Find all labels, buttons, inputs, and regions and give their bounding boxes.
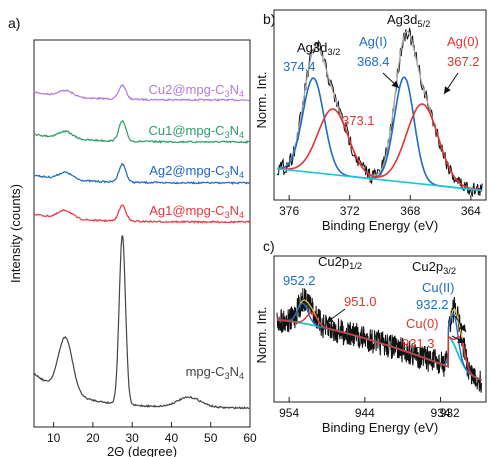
panel-b-arrow-ag0-head (444, 86, 451, 94)
panel-b-header-1: Ag3d3/2 (297, 40, 340, 57)
panel-c-xlabel: Binding Energy (eV) (322, 420, 438, 435)
panel-c-xtick-label: 934 (431, 406, 451, 420)
panel-a-series-label-4: mpg-C3N4 (186, 364, 244, 381)
panel-b-baseline (276, 167, 483, 192)
panel-b-xlabel: Binding Energy (eV) (322, 218, 438, 233)
panel-a-xtick-label: 20 (86, 431, 100, 445)
panel-label-c: c) (263, 238, 275, 254)
panel-c-header-1: Cu2p1/2 (318, 254, 362, 271)
panel-a-xtick-label: 40 (165, 431, 179, 445)
panel-c-annot-951-0: 951.0 (344, 294, 377, 309)
panel-b-annot-368-4: 368.4 (357, 54, 390, 69)
panel-b-xtick-label: 376 (279, 204, 299, 218)
panel-c-annot-cu0: Cu(0) (406, 316, 439, 331)
panel-c-annot-932-2: 932.2 (416, 297, 449, 312)
panel-c-arrow-cuII-head (459, 324, 466, 332)
panel-c-xtick-label: 944 (355, 406, 375, 420)
panel-b-annot-367-2: 367.2 (447, 54, 480, 69)
panel-c-ylabel: Norm. Int. (254, 306, 269, 363)
panel-label-b: b) (263, 11, 275, 27)
panel-b-ylabel: Norm. Int. (254, 71, 269, 128)
panel-a-series-3 (33, 204, 250, 224)
panel-b-xtick-label: 368 (400, 204, 420, 218)
panel-c-arrow-cu0-head (457, 336, 465, 343)
panel-a-ylabel: Intensity (counts) (8, 184, 23, 283)
panel-c-xtick-label-932: 932 (440, 406, 460, 420)
panel-b-frame (273, 9, 487, 201)
panel-b-component-ag0 (277, 103, 483, 192)
panel-a-series-1 (33, 119, 250, 145)
panel-c-header-2: Cu2p3/2 (412, 259, 456, 276)
panel-b-xtick-label: 364 (461, 204, 481, 218)
panel-b-annot-ag0: Ag(0) (447, 34, 479, 49)
panel-a-series-0 (33, 83, 250, 102)
panel-c-annot-952-2: 952.2 (283, 273, 316, 288)
panel-a-xtick-label: 30 (126, 431, 140, 445)
panel-label-a: a) (8, 15, 20, 31)
panel-c-component-cu0 (277, 312, 482, 381)
panel-b-arrow-agI-head (391, 80, 399, 88)
panel-a-series-label-3: Ag1@mpg-C3N4 (149, 203, 244, 220)
panel-c-arrow-951-head (326, 316, 334, 323)
panel-c-xtick-label: 954 (279, 406, 299, 420)
panel-a-xtick-label: 10 (47, 431, 61, 445)
panel-b-header-2: Ag3d5/2 (387, 12, 430, 29)
panel-a-series-label-0: Cu2@mpg-C3N4 (149, 82, 244, 99)
panel-c-annot-cuII: Cu(II) (422, 280, 455, 295)
panel-a-xtick-label: 60 (243, 431, 257, 445)
panel-a-frame (33, 39, 251, 428)
panel-c-annot-931-3: 931.3 (402, 336, 435, 351)
panel-a-series-label-2: Ag2@mpg-C3N4 (149, 163, 244, 180)
panel-b-annot-373-1: 373.1 (342, 113, 375, 128)
panel-b-xtick-label: 372 (340, 204, 360, 218)
panel-b-annot-agI: Ag(I) (359, 34, 387, 49)
panel-c-frame (273, 255, 487, 403)
panel-a-xlabel: 2Θ (degree) (107, 444, 177, 457)
panel-a-series-4 (33, 235, 250, 410)
panel-b-annot-374-4: 374.4 (283, 59, 316, 74)
panel-a-series-label-1: Cu1@mpg-C3N4 (149, 123, 244, 140)
panel-a-xtick-label: 50 (204, 431, 218, 445)
panel-a-series-2 (33, 162, 250, 185)
